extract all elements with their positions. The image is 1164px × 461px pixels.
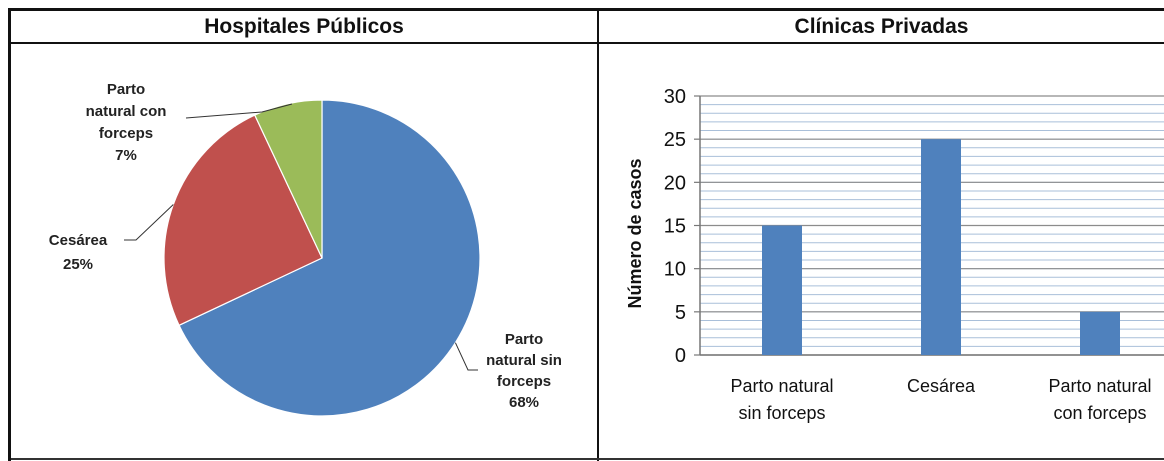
y-tick-label: 10 xyxy=(664,259,686,281)
y-tick-label: 0 xyxy=(675,345,686,367)
pie-label-con-forceps: Parto natural con forceps 7% xyxy=(86,81,167,164)
pie-leader-line xyxy=(124,204,174,241)
pie-slice-con-forceps xyxy=(253,99,323,259)
pie-slice-sin-forceps xyxy=(178,99,481,417)
bar-con-forceps xyxy=(1080,311,1120,355)
panel-divider xyxy=(597,11,599,461)
bottom-rule xyxy=(11,458,1164,460)
x-category-label: Parto natural con forceps xyxy=(1048,376,1151,423)
y-tick-label: 30 xyxy=(664,86,686,108)
y-tick-label: 15 xyxy=(664,216,686,238)
bar-panel-title: Clínicas Privadas xyxy=(599,11,1164,44)
figure-frame xyxy=(8,8,1164,461)
pie-leader-line xyxy=(185,103,293,119)
x-category-label: Parto natural sin forceps xyxy=(730,376,833,423)
pie-panel-title: Hospitales Públicos xyxy=(11,11,597,44)
x-category-label: Cesárea xyxy=(907,376,976,396)
bar-sin-forceps xyxy=(762,225,802,355)
y-tick-label: 5 xyxy=(675,302,686,324)
y-tick-label: 20 xyxy=(664,172,686,194)
y-tick-label: 25 xyxy=(664,129,686,151)
y-axis-title: Número de casos xyxy=(625,158,645,308)
bar-cesarea xyxy=(921,139,961,355)
bar-chart: 0 5 10 15 20 25 30 Número de casos Parto natural… xyxy=(625,86,1164,423)
pie-slice-cesarea xyxy=(163,114,323,327)
pie-label-sin-forceps: Parto natural sin forceps 68% xyxy=(486,331,562,411)
pie-leader-line xyxy=(454,342,478,371)
pie-chart: Parto natural sin forceps 68% Cesárea 25% Part… xyxy=(49,81,562,417)
pie-label-cesarea: Cesárea 25% xyxy=(49,232,108,273)
